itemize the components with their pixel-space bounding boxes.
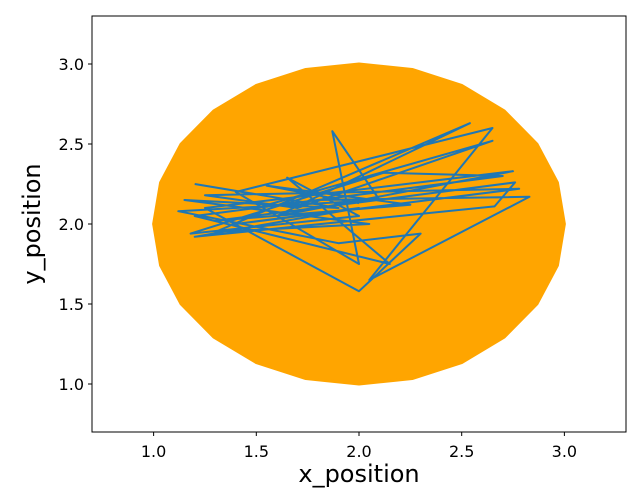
- line: [177, 122, 531, 293]
- y-tick-label: 2.5: [59, 135, 84, 154]
- x-tick-label: 2.0: [346, 442, 371, 461]
- y-axis-label: y_position: [18, 163, 46, 284]
- x-axis-label: x_position: [298, 460, 419, 488]
- x-tick-label: 2.5: [449, 442, 474, 461]
- y-tick-label: 2.0: [59, 215, 84, 234]
- y-tick-label: 1.0: [59, 375, 84, 394]
- x-tick-label: 1.0: [141, 442, 166, 461]
- y-tick-label: 1.5: [59, 295, 84, 314]
- y-tick-label: 3.0: [59, 55, 84, 74]
- x-tick-label: 1.5: [244, 442, 269, 461]
- x-tick-label: 3.0: [552, 442, 577, 461]
